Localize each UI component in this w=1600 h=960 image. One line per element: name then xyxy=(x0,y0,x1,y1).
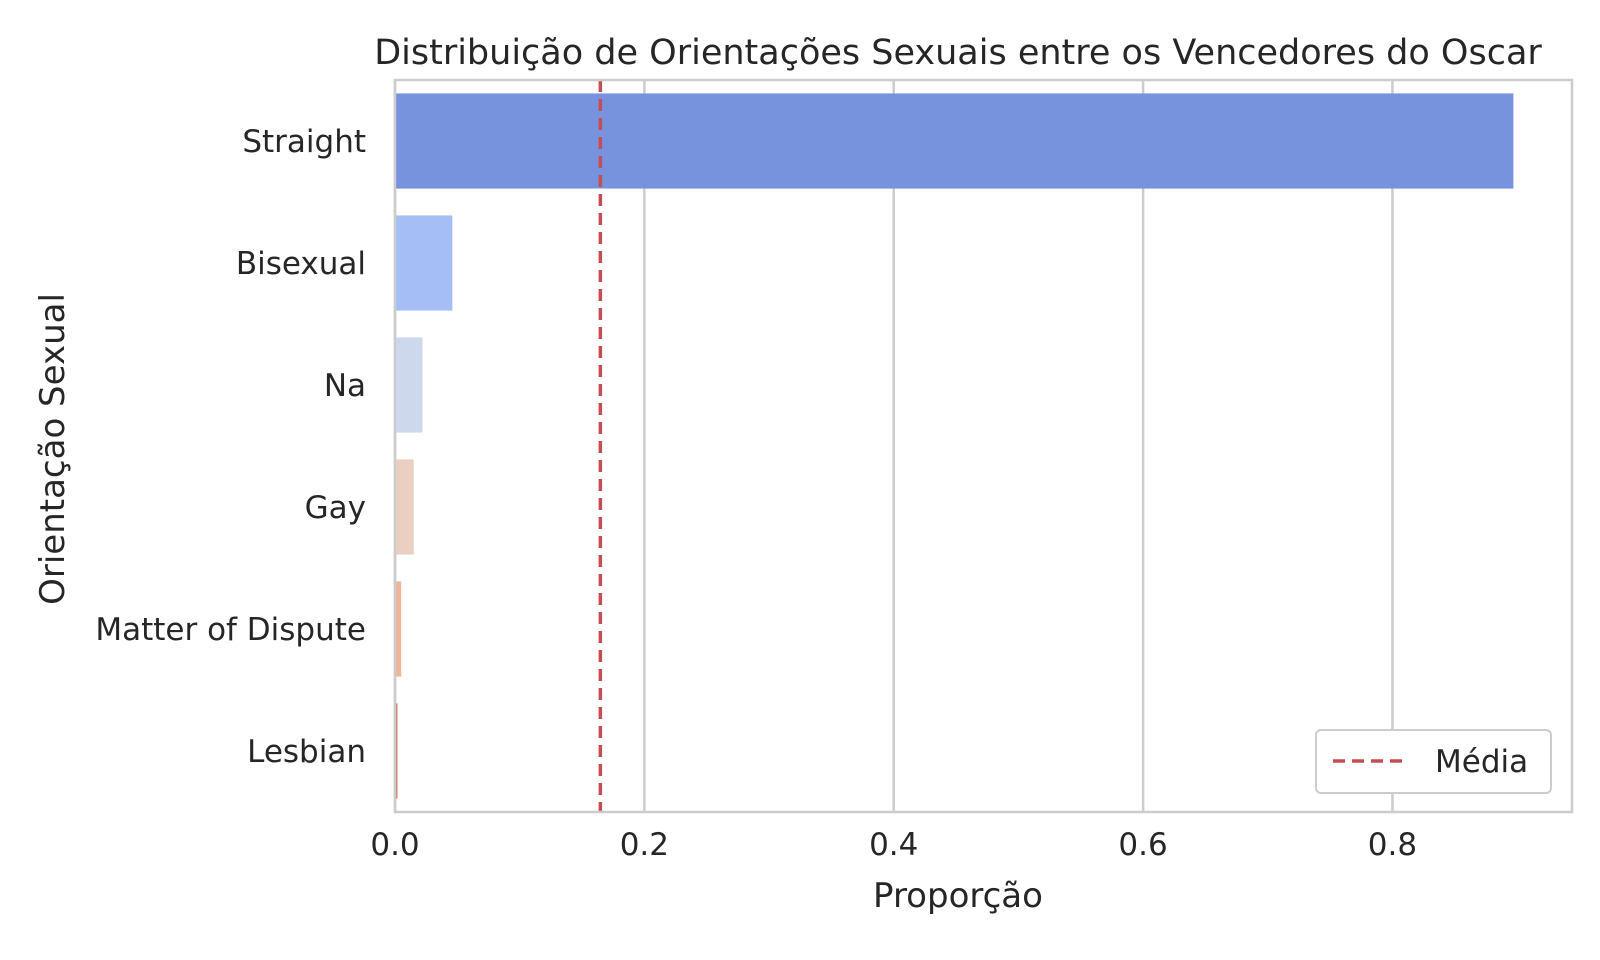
legend-box xyxy=(1315,729,1552,794)
x-tick-label: 0.4 xyxy=(869,827,918,863)
x-axis-label: Proporção xyxy=(873,876,1043,916)
legend-label-mean: Média xyxy=(1435,744,1528,780)
y-tick-label: Matter of Dispute xyxy=(95,612,366,648)
y-tick-label: Straight xyxy=(242,124,366,160)
bar-gay xyxy=(395,459,414,555)
y-tick-label: Lesbian xyxy=(247,734,366,770)
chart-title: Distribuição de Orientações Sexuais entr… xyxy=(374,33,1542,73)
y-tick-label: Bisexual xyxy=(236,246,366,282)
y-tick-label: Na xyxy=(324,368,366,404)
x-tick-labels: 0.0 0.2 0.4 0.6 0.8 xyxy=(370,827,1417,863)
plot-frame xyxy=(393,78,1574,814)
y-axis-label: Orientação Sexual xyxy=(33,293,73,605)
bar-matter-of-dispute xyxy=(395,581,402,677)
bars xyxy=(395,93,1514,799)
y-tick-label: Gay xyxy=(305,490,366,526)
bar-bisexual xyxy=(395,215,453,311)
y-tick-labels: Straight Bisexual Na Gay Matter of Dispute Le… xyxy=(95,124,366,770)
x-tick-label: 0.2 xyxy=(620,827,669,863)
bar-straight xyxy=(395,93,1514,189)
x-tick-label: 0.8 xyxy=(1368,827,1417,863)
bar-na xyxy=(395,337,423,433)
x-tick-label: 0.0 xyxy=(370,827,419,863)
legend: Média xyxy=(1315,729,1552,794)
x-tick-label: 0.6 xyxy=(1118,827,1167,863)
grid-lines xyxy=(393,80,1394,812)
